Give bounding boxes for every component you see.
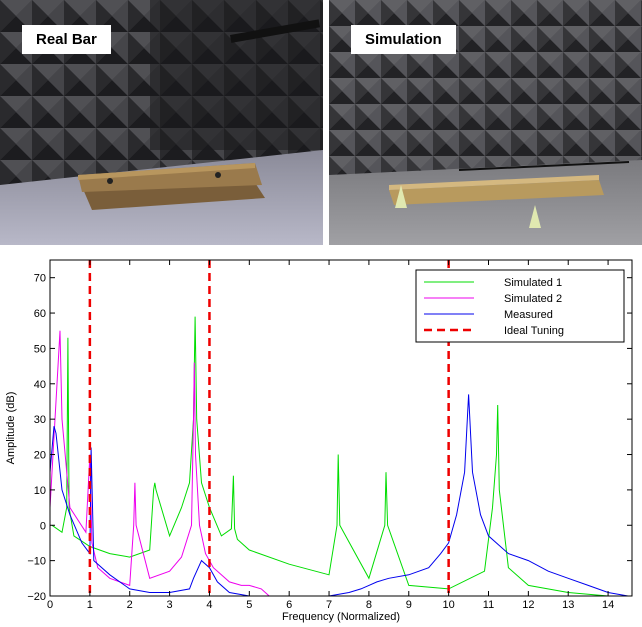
simulation-label: Simulation	[351, 25, 456, 54]
x-tick-label: 11	[483, 599, 494, 611]
y-tick-label: 70	[34, 273, 46, 285]
simulation-photo: Simulation	[329, 0, 642, 245]
x-tick-label: 13	[562, 599, 574, 611]
x-tick-label: 5	[246, 599, 252, 611]
series-line-2	[50, 330, 290, 596]
y-tick-label: 30	[34, 414, 46, 426]
chart-legend: Simulated 1 Simulated 2 Measured Ideal Tuni…	[415, 269, 625, 343]
x-tick-label: 8	[366, 599, 372, 611]
real-bar-photo: Real Bar	[0, 0, 323, 245]
x-tick-label: 1	[87, 599, 93, 611]
x-tick-label: 0	[47, 599, 53, 611]
x-tick-label: 14	[602, 599, 614, 611]
legend-label: Ideal Tuning	[504, 325, 564, 337]
legend-label: Measured	[504, 309, 553, 321]
x-tick-label: 7	[326, 599, 332, 611]
x-axis-label: Frequency (Normalized)	[282, 611, 400, 623]
legend-label: Simulated 2	[504, 293, 562, 305]
y-tick-label: −20	[27, 591, 46, 603]
y-tick-label: 10	[34, 485, 46, 497]
frequency-response-chart: 0 1 2 3 4 5 6 7 8 9 10 11 12 13 14 −20−100102030405060…	[5, 259, 633, 623]
axes-frame	[49, 259, 633, 597]
x-tick-label: 2	[127, 599, 133, 611]
x-tick-label: 10	[443, 599, 455, 611]
y-tick-label: −10	[27, 556, 46, 568]
x-tick-label: 4	[206, 599, 212, 611]
x-tick-label: 12	[522, 599, 534, 611]
y-axis-label: Amplitude (dB)	[5, 392, 17, 465]
x-tick-label: 6	[286, 599, 292, 611]
y-tick-label: 40	[34, 379, 46, 391]
x-tick-label: 9	[406, 599, 412, 611]
y-tick-label: 50	[34, 343, 46, 355]
y-tick-label: 60	[34, 308, 46, 320]
series-layer	[50, 316, 629, 596]
real-bar-label: Real Bar	[22, 25, 111, 54]
y-axis-ticks: −20 −10 0 10 20 30 40 50 60 70	[27, 273, 632, 603]
x-axis-ticks: 0 1 2 3 4 5 6 7 8 9 10 11 12 13 14	[47, 260, 614, 611]
series-line-1	[51, 316, 628, 596]
y-tick-label: 20	[34, 450, 46, 462]
x-tick-label: 3	[167, 599, 173, 611]
series-line-3	[50, 394, 629, 596]
legend-label: Simulated 1	[504, 277, 562, 289]
real-bar-scene	[0, 0, 323, 245]
y-tick-label: 0	[40, 520, 46, 532]
